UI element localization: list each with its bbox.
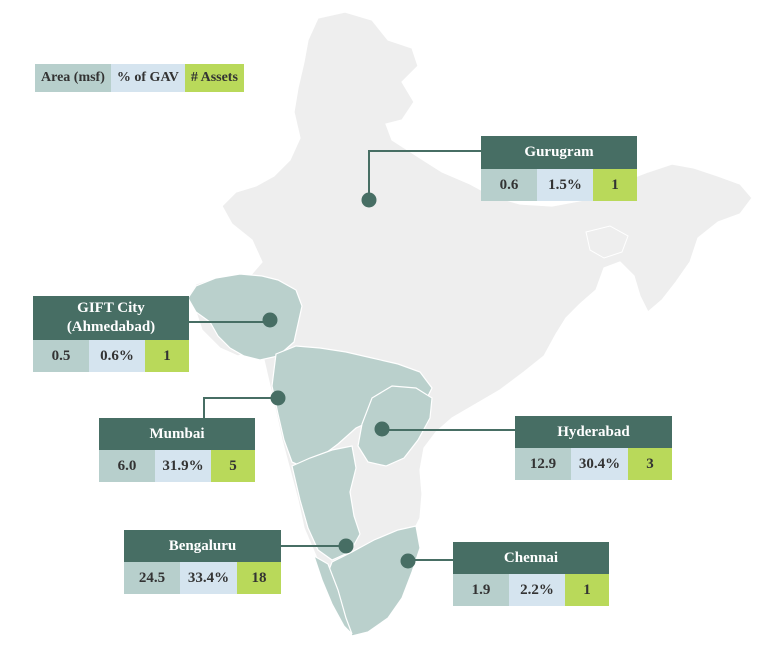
gurugram-marker: [361, 192, 377, 208]
legend-gav: % of GAV: [110, 64, 185, 92]
assets-value: 1: [145, 340, 189, 372]
kerala-region: [312, 554, 353, 635]
gujarat-region: [187, 273, 303, 361]
area-value: 0.6: [481, 169, 537, 201]
area-value: 12.9: [515, 448, 571, 480]
area-value: 24.5: [124, 562, 180, 594]
assets-value: 3: [628, 448, 672, 480]
area-value: 6.0: [99, 450, 155, 482]
chennai-marker: [400, 553, 416, 569]
city-name: Bengaluru: [124, 530, 281, 562]
gav-value: 0.6%: [89, 340, 145, 372]
assets-value: 5: [211, 450, 255, 482]
mumbai-marker: [270, 390, 286, 406]
karnataka-region: [291, 445, 361, 561]
city-name: GIFT City (Ahmedabad): [33, 296, 189, 340]
mumbai-leader: [203, 397, 278, 420]
city-name: Hyderabad: [515, 416, 672, 448]
legend-area: Area (msf): [35, 64, 111, 92]
northeast-region: [585, 225, 629, 259]
city-name: Gurugram: [481, 136, 637, 169]
bengaluru-marker: [338, 538, 354, 554]
city-card-hyderabad: Hyderabad 12.9 30.4% 3: [515, 416, 672, 480]
city-name: Mumbai: [99, 418, 255, 450]
telangana-region: [357, 385, 433, 467]
hyderabad-marker: [374, 421, 390, 437]
city-card-mumbai: Mumbai 6.0 31.9% 5: [99, 418, 255, 482]
gav-value: 1.5%: [537, 169, 593, 201]
gurugram-leader: [368, 150, 484, 200]
assets-value: 1: [565, 574, 609, 606]
area-value: 0.5: [33, 340, 89, 372]
gav-value: 33.4%: [180, 562, 237, 594]
gav-value: 2.2%: [509, 574, 565, 606]
gav-value: 30.4%: [571, 448, 628, 480]
city-card-chennai: Chennai 1.9 2.2% 1: [453, 542, 609, 606]
city-name: Chennai: [453, 542, 609, 574]
city-card-gurugram: Gurugram 0.6 1.5% 1: [481, 136, 637, 201]
legend: Area (msf) % of GAV # Assets: [35, 64, 244, 92]
gift-marker: [262, 312, 278, 328]
assets-value: 1: [593, 169, 637, 201]
area-value: 1.9: [453, 574, 509, 606]
gav-value: 31.9%: [155, 450, 211, 482]
city-card-gift-city: GIFT City (Ahmedabad) 0.5 0.6% 1: [33, 296, 189, 372]
legend-assets: # Assets: [184, 64, 244, 92]
assets-value: 18: [237, 562, 281, 594]
city-card-bengaluru: Bengaluru 24.5 33.4% 18: [124, 530, 281, 594]
